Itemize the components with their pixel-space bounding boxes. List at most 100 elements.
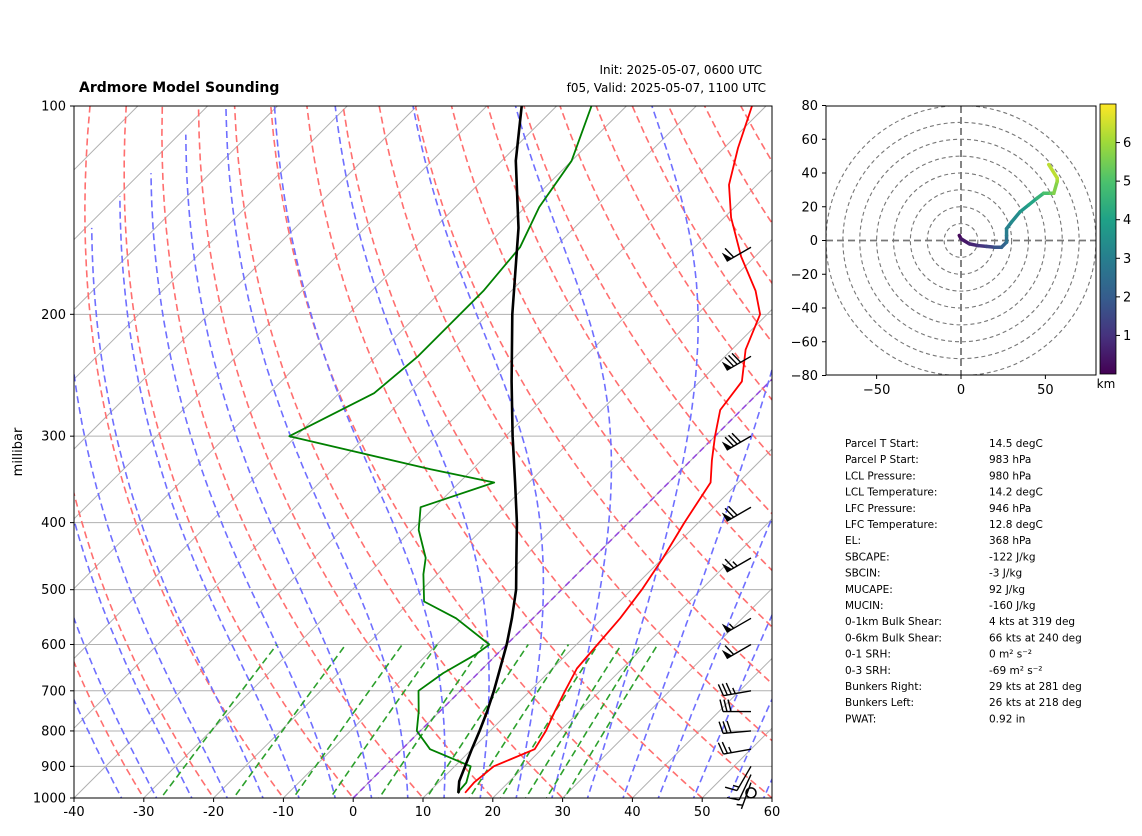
mixing-ratio-line (468, 644, 570, 798)
y-tick-label: 500 (41, 583, 66, 598)
isotherm-line (74, 106, 697, 729)
parameter-label: EL: (845, 535, 861, 547)
parameter-value: 368 hPa (989, 535, 1031, 547)
y-tick-label: 400 (41, 516, 66, 531)
dry-adiabat (414, 106, 772, 685)
moist-adiabat (514, 106, 613, 798)
y-tick-label: 700 (41, 684, 66, 699)
parameter-value: -69 m² s⁻² (989, 665, 1042, 677)
y-tick-label: 1000 (33, 792, 66, 807)
moist-adiabat (273, 106, 446, 798)
barb-staff (726, 506, 752, 522)
moist-adiabat (74, 615, 158, 798)
mixing-ratio-line (232, 644, 347, 798)
wind-barb (721, 617, 752, 633)
isotherm-line (74, 106, 278, 311)
parameter-label: Bunkers Left: (845, 697, 914, 709)
parameter-value: 980 hPa (989, 470, 1031, 482)
y-tick-label: 300 (41, 430, 66, 445)
isotherm-line (492, 518, 772, 798)
moist-adiabat (150, 173, 337, 798)
barb-half-flag (732, 784, 740, 788)
dry-adiabat (197, 106, 494, 798)
barb-flag (725, 682, 732, 695)
mixing-ratio-line (563, 644, 659, 798)
barb-staff (738, 774, 752, 801)
hodograph-segment (1026, 196, 1039, 207)
wind-barb (721, 432, 752, 451)
parcel-profile (457, 106, 523, 794)
moist-adiabat (90, 227, 264, 798)
parameter-label: LCL Temperature: (845, 487, 937, 499)
parameter-value: -160 J/kg (989, 600, 1036, 612)
barb-flag (724, 786, 738, 792)
dry-adiabat (306, 106, 704, 798)
barb-flag (728, 354, 738, 365)
wind-barb (724, 765, 752, 792)
hodograph-trace (957, 162, 1059, 249)
barb-flag (731, 352, 742, 363)
height-colorbar (1099, 103, 1117, 375)
barb-flag (724, 356, 735, 367)
barb-flag (728, 434, 738, 445)
isotherm-line (283, 308, 772, 798)
dry-adiabat (559, 106, 772, 459)
parameter-label: Bunkers Right: (845, 681, 922, 693)
barb-staff (726, 617, 752, 633)
isotherm-line (74, 106, 348, 380)
hodograph-segment (1009, 210, 1022, 224)
parameter-label: LFC Pressure: (845, 503, 916, 515)
barb-pennant (721, 252, 732, 262)
barb-flag (721, 683, 729, 696)
mixing-ratio-line (160, 644, 278, 798)
barb-pennant (721, 623, 732, 633)
colorbar-tick-label: 4 (1123, 213, 1131, 228)
parameter-value: 0 m² s⁻² (989, 649, 1032, 661)
moist-adiabat (74, 516, 193, 798)
moist-adiabat (119, 196, 300, 798)
hodograph-axes: −50 0 50 80 60 40 20 0 −20 −40 −60 −80 (791, 99, 1054, 398)
parameter-label: SBCAPE: (845, 551, 890, 563)
barb-pennant (721, 441, 732, 451)
hodograph-y-tick-label: 0 (810, 234, 818, 249)
parameter-value: 66 kts at 240 deg (989, 632, 1082, 644)
barb-half-flag (732, 687, 736, 694)
barb-pennant (721, 512, 732, 522)
barb-flag (731, 432, 742, 443)
init-time: Init: 2025-05-07, 0600 UTC (599, 63, 762, 77)
parameter-label: SBCIN: (845, 568, 881, 580)
moist-adiabat (586, 106, 699, 798)
barb-flag (719, 699, 724, 712)
x-tick-label: 50 (694, 805, 711, 820)
parameter-label: LCL Pressure: (845, 470, 916, 482)
x-tick-label: 60 (764, 805, 781, 820)
dry-adiabat (161, 106, 425, 798)
barb-staff (723, 690, 752, 697)
barb-flag (724, 645, 735, 655)
wind-barb (721, 557, 752, 573)
wind-barb (719, 699, 751, 713)
moist-adiabat (74, 367, 229, 798)
barb-flag (726, 720, 732, 733)
isotherm-line (74, 106, 418, 450)
hodograph-x-tick-label: 0 (957, 383, 965, 398)
barb-flag (717, 684, 725, 696)
barb-half-flag (736, 803, 743, 806)
temperature-profile (464, 106, 761, 794)
barb-flag (724, 558, 735, 569)
parameter-label: 0-1 SRH: (845, 649, 891, 661)
colorbar-tick-label: 5 (1123, 175, 1131, 190)
hodograph-y-tick-label: −80 (791, 369, 818, 384)
parameter-value: 14.5 degC (989, 438, 1043, 450)
barb-pennant (721, 361, 732, 371)
barb-staff (736, 765, 752, 791)
skewt-grid (74, 106, 772, 798)
dewpoint-profile (288, 106, 593, 794)
parameter-value: -122 J/kg (989, 551, 1036, 563)
barb-half-flag (728, 746, 732, 753)
hodograph-y-tick-label: 40 (801, 167, 818, 182)
isotherm-line (771, 797, 772, 798)
x-tick-label: 30 (554, 805, 571, 820)
parameter-value: 26 kts at 218 deg (989, 697, 1082, 709)
parameter-value: 0.92 in (989, 713, 1025, 725)
